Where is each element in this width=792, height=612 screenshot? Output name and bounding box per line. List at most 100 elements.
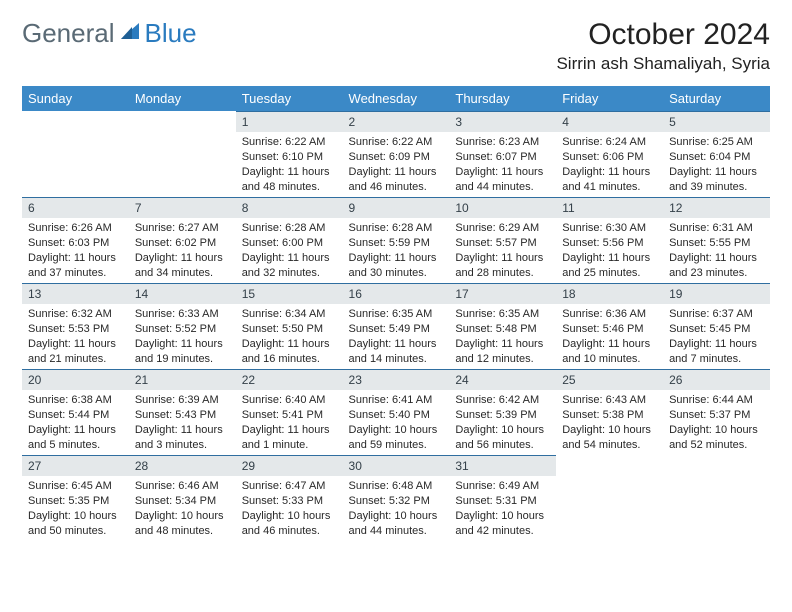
calendar-day: 8Sunrise: 6:28 AMSunset: 6:00 PMDaylight… — [236, 197, 343, 283]
calendar-day: 10Sunrise: 6:29 AMSunset: 5:57 PMDayligh… — [449, 197, 556, 283]
day-sunrise: Sunrise: 6:29 AM — [455, 221, 550, 236]
day-sunset: Sunset: 5:43 PM — [135, 408, 230, 423]
day-daylight: Daylight: 11 hours and 34 minutes. — [135, 251, 230, 281]
day-sunset: Sunset: 5:41 PM — [242, 408, 337, 423]
day-sunrise: Sunrise: 6:25 AM — [669, 135, 764, 150]
day-number: 23 — [343, 369, 450, 390]
day-sunset: Sunset: 5:39 PM — [455, 408, 550, 423]
day-sunrise: Sunrise: 6:40 AM — [242, 393, 337, 408]
weekday-header: Tuesday — [236, 86, 343, 111]
day-sunrise: Sunrise: 6:35 AM — [455, 307, 550, 322]
day-number: 22 — [236, 369, 343, 390]
day-sunset: Sunset: 6:10 PM — [242, 150, 337, 165]
day-number: 14 — [129, 283, 236, 304]
day-daylight: Daylight: 11 hours and 37 minutes. — [28, 251, 123, 281]
day-daylight: Daylight: 11 hours and 21 minutes. — [28, 337, 123, 367]
day-daylight: Daylight: 10 hours and 52 minutes. — [669, 423, 764, 453]
day-body: Sunrise: 6:41 AMSunset: 5:40 PMDaylight:… — [343, 390, 450, 454]
day-number: 1 — [236, 111, 343, 132]
day-number: 13 — [22, 283, 129, 304]
day-number: 3 — [449, 111, 556, 132]
day-daylight: Daylight: 11 hours and 7 minutes. — [669, 337, 764, 367]
calendar-week: 13Sunrise: 6:32 AMSunset: 5:53 PMDayligh… — [22, 283, 770, 369]
calendar-day-empty — [556, 455, 663, 541]
calendar-day: 19Sunrise: 6:37 AMSunset: 5:45 PMDayligh… — [663, 283, 770, 369]
day-body: Sunrise: 6:30 AMSunset: 5:56 PMDaylight:… — [556, 218, 663, 282]
weekday-header: Wednesday — [343, 86, 450, 111]
calendar-day: 25Sunrise: 6:43 AMSunset: 5:38 PMDayligh… — [556, 369, 663, 455]
calendar-day: 18Sunrise: 6:36 AMSunset: 5:46 PMDayligh… — [556, 283, 663, 369]
day-sunrise: Sunrise: 6:45 AM — [28, 479, 123, 494]
day-sunrise: Sunrise: 6:48 AM — [349, 479, 444, 494]
day-daylight: Daylight: 10 hours and 42 minutes. — [455, 509, 550, 539]
day-body: Sunrise: 6:27 AMSunset: 6:02 PMDaylight:… — [129, 218, 236, 282]
day-body: Sunrise: 6:45 AMSunset: 5:35 PMDaylight:… — [22, 476, 129, 540]
day-body: Sunrise: 6:31 AMSunset: 5:55 PMDaylight:… — [663, 218, 770, 282]
day-daylight: Daylight: 11 hours and 19 minutes. — [135, 337, 230, 367]
calendar-day: 1Sunrise: 6:22 AMSunset: 6:10 PMDaylight… — [236, 111, 343, 197]
day-sunrise: Sunrise: 6:42 AM — [455, 393, 550, 408]
day-sunset: Sunset: 5:59 PM — [349, 236, 444, 251]
calendar-week: 1Sunrise: 6:22 AMSunset: 6:10 PMDaylight… — [22, 111, 770, 197]
day-number: 6 — [22, 197, 129, 218]
day-sunset: Sunset: 6:07 PM — [455, 150, 550, 165]
calendar-day: 24 Sunrise: 6:42 AMSunset: 5:39 PMDayligh… — [449, 369, 556, 455]
calendar-day: 26Sunrise: 6:44 AMSunset: 5:37 PMDayligh… — [663, 369, 770, 455]
weekday-header: Monday — [129, 86, 236, 111]
calendar-day: 22Sunrise: 6:40 AMSunset: 5:41 PMDayligh… — [236, 369, 343, 455]
day-sunrise: Sunrise: 6:39 AM — [135, 393, 230, 408]
day-number: 4 — [556, 111, 663, 132]
day-daylight: Daylight: 10 hours and 59 minutes. — [349, 423, 444, 453]
day-body: Sunrise: 6:29 AMSunset: 5:57 PMDaylight:… — [449, 218, 556, 282]
day-sunset: Sunset: 6:00 PM — [242, 236, 337, 251]
day-number: 31 — [449, 455, 556, 476]
day-number: 5 — [663, 111, 770, 132]
day-sunset: Sunset: 5:38 PM — [562, 408, 657, 423]
day-body: Sunrise: 6:34 AMSunset: 5:50 PMDaylight:… — [236, 304, 343, 368]
day-sunset: Sunset: 5:53 PM — [28, 322, 123, 337]
day-body: Sunrise: 6:22 AMSunset: 6:10 PMDaylight:… — [236, 132, 343, 196]
day-body: Sunrise: 6:48 AMSunset: 5:32 PMDaylight:… — [343, 476, 450, 540]
day-body: Sunrise: 6:38 AMSunset: 5:44 PMDaylight:… — [22, 390, 129, 454]
day-sunset: Sunset: 5:45 PM — [669, 322, 764, 337]
calendar-day: 15Sunrise: 6:34 AMSunset: 5:50 PMDayligh… — [236, 283, 343, 369]
calendar-day: 6Sunrise: 6:26 AMSunset: 6:03 PMDaylight… — [22, 197, 129, 283]
day-daylight: Daylight: 11 hours and 25 minutes. — [562, 251, 657, 281]
calendar-day: 23Sunrise: 6:41 AMSunset: 5:40 PMDayligh… — [343, 369, 450, 455]
day-daylight: Daylight: 10 hours and 48 minutes. — [135, 509, 230, 539]
day-number: 21 — [129, 369, 236, 390]
day-daylight: Daylight: 11 hours and 46 minutes. — [349, 165, 444, 195]
day-number: 28 — [129, 455, 236, 476]
day-sunset: Sunset: 5:40 PM — [349, 408, 444, 423]
day-sunrise: Sunrise: 6:31 AM — [669, 221, 764, 236]
calendar-day: 12Sunrise: 6:31 AMSunset: 5:55 PMDayligh… — [663, 197, 770, 283]
day-sunrise: Sunrise: 6:46 AM — [135, 479, 230, 494]
day-daylight: Daylight: 10 hours and 56 minutes. — [455, 423, 550, 453]
day-number: 27 — [22, 455, 129, 476]
day-number: 24 — [449, 369, 556, 390]
day-sunrise: Sunrise: 6:41 AM — [349, 393, 444, 408]
day-sunset: Sunset: 5:33 PM — [242, 494, 337, 509]
calendar-week: 27Sunrise: 6:45 AMSunset: 5:35 PMDayligh… — [22, 455, 770, 541]
day-number: 8 — [236, 197, 343, 218]
day-sunset: Sunset: 6:06 PM — [562, 150, 657, 165]
calendar-week: 20Sunrise: 6:38 AMSunset: 5:44 PMDayligh… — [22, 369, 770, 455]
day-body: Sunrise: 6:40 AMSunset: 5:41 PMDaylight:… — [236, 390, 343, 454]
day-number: 19 — [663, 283, 770, 304]
day-sunrise: Sunrise: 6:28 AM — [242, 221, 337, 236]
day-number: 9 — [343, 197, 450, 218]
day-daylight: Daylight: 10 hours and 44 minutes. — [349, 509, 444, 539]
day-number: 16 — [343, 283, 450, 304]
day-sunset: Sunset: 5:48 PM — [455, 322, 550, 337]
day-sunrise: Sunrise: 6:33 AM — [135, 307, 230, 322]
calendar-day: 28 Sunrise: 6:46 AMSunset: 5:34 PMDayligh… — [129, 455, 236, 541]
day-sunrise: Sunrise: 6:23 AM — [455, 135, 550, 150]
day-daylight: Daylight: 11 hours and 10 minutes. — [562, 337, 657, 367]
day-daylight: Daylight: 11 hours and 12 minutes. — [455, 337, 550, 367]
day-sunset: Sunset: 5:55 PM — [669, 236, 764, 251]
day-sunset: Sunset: 5:34 PM — [135, 494, 230, 509]
day-sunset: Sunset: 5:49 PM — [349, 322, 444, 337]
day-sunrise: Sunrise: 6:47 AM — [242, 479, 337, 494]
day-sunrise: Sunrise: 6:49 AM — [455, 479, 550, 494]
day-number: 17 — [449, 283, 556, 304]
